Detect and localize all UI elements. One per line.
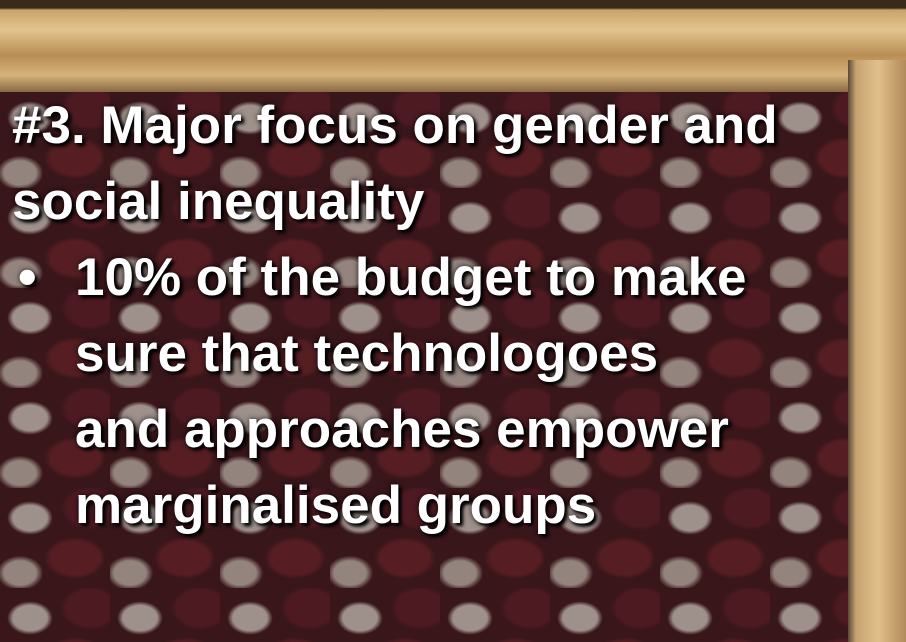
slide-title: #3. Major focus on gender and social ine… — [12, 88, 822, 240]
wood-frame-right — [848, 60, 906, 642]
page: {"slide": {"title": "#3. Major focus on … — [0, 0, 906, 642]
bullet-text: 10% of the budget to make sure that tech… — [75, 240, 765, 544]
bullet-marker: • — [18, 240, 37, 316]
wood-frame-top — [0, 0, 906, 92]
slide: #3. Major focus on gender and social ine… — [0, 0, 906, 642]
